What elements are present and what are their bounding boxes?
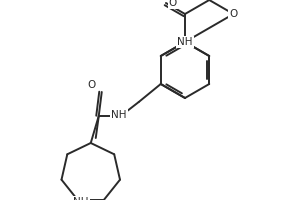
Text: O: O (88, 80, 96, 90)
Text: NH: NH (73, 197, 88, 200)
Text: NH: NH (111, 110, 127, 120)
Text: NH: NH (177, 37, 193, 47)
Text: O: O (169, 0, 177, 8)
Text: O: O (230, 9, 238, 19)
